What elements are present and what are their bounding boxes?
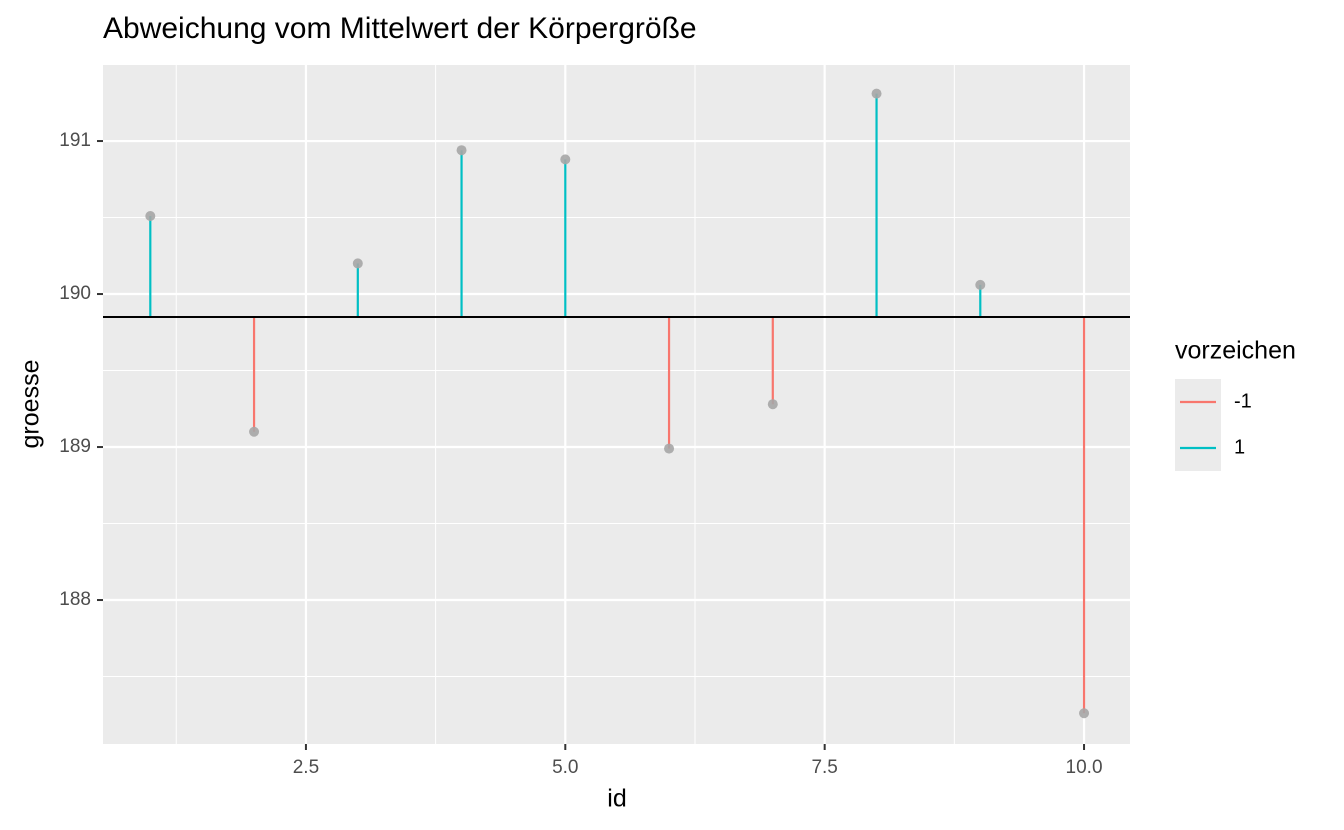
point	[1079, 708, 1090, 719]
point	[871, 88, 882, 99]
x-axis-title: id	[607, 785, 626, 813]
point	[767, 399, 778, 410]
y-tick-label: 191	[59, 130, 91, 151]
legend-label: -1	[1234, 390, 1252, 412]
point	[560, 154, 571, 165]
y-tick-label: 189	[59, 436, 91, 457]
point	[145, 211, 156, 222]
x-tick-label: 7.5	[811, 757, 837, 778]
point	[456, 145, 467, 156]
legend-label: 1	[1234, 436, 1245, 458]
point	[664, 443, 675, 454]
x-tick-label: 2.5	[293, 757, 319, 778]
point	[975, 279, 986, 290]
chart-title: Abweichung vom Mittelwert der Körpergröß…	[103, 12, 697, 45]
point	[352, 258, 363, 269]
y-axis-title: groesse	[17, 360, 45, 449]
x-tick-label: 10.0	[1066, 757, 1103, 778]
legend-title: vorzeichen	[1175, 337, 1296, 365]
plot-panel	[103, 65, 1130, 744]
y-tick-label: 188	[59, 589, 91, 610]
point	[249, 426, 260, 437]
legend-key-background	[1175, 379, 1221, 471]
y-tick-label: 190	[59, 283, 91, 304]
x-tick-label: 5.0	[552, 757, 578, 778]
